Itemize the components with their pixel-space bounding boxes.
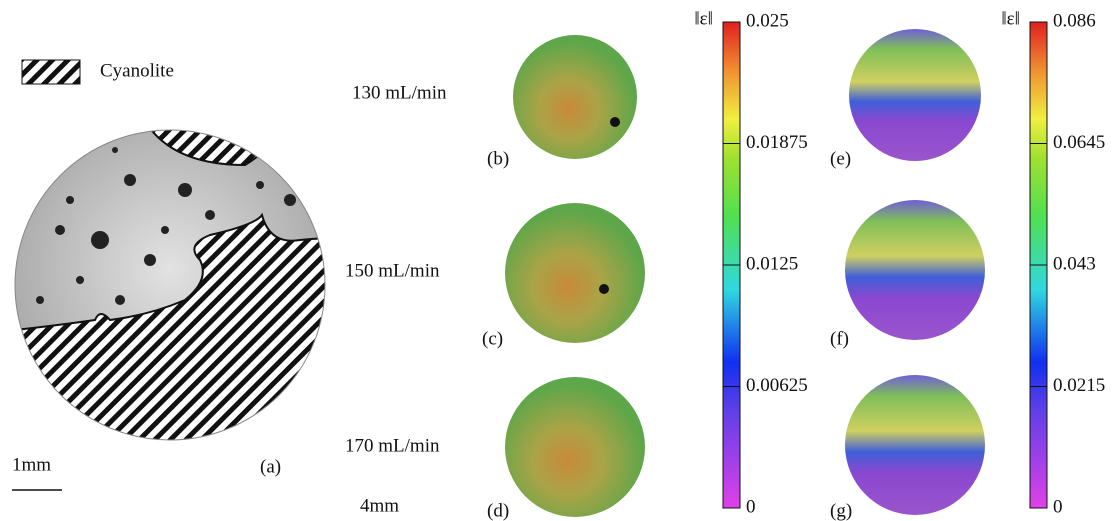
colorbar-tick-label: 0	[746, 496, 756, 517]
strain-map	[505, 377, 645, 517]
colorbar-tick-label: 0.00625	[746, 375, 808, 396]
flow-rate: 150 mL/min	[345, 260, 440, 281]
flow-rate: 170 mL/min	[345, 435, 440, 456]
panel-label: (b)	[487, 148, 509, 169]
spot	[610, 117, 620, 127]
panel-label: (f)	[830, 328, 849, 349]
scale-note: 4mm	[360, 495, 399, 516]
sample-image	[15, 130, 325, 440]
legend-swatch	[21, 59, 81, 85]
colorbar-tick-label: 0.01875	[746, 132, 808, 153]
colorbar-tick-label: 0.0645	[1053, 132, 1105, 153]
colorbar-label: ‖ε‖	[694, 8, 713, 29]
colorbar-tick-label: 0	[1053, 496, 1063, 517]
strain-map	[505, 203, 645, 343]
colorbar-tick-label: 0.086	[1053, 10, 1096, 31]
colorbar-tick-label: 0.025	[746, 10, 789, 31]
colorbar-tick-label: 0.0125	[746, 253, 798, 274]
panel-label: (c)	[482, 328, 503, 349]
panel-label: (d)	[487, 500, 509, 521]
scale-bar-label: 1mm	[12, 454, 51, 475]
strain-map	[845, 200, 985, 340]
colorbar-label: ‖ε‖	[1001, 8, 1020, 29]
panel-label: (e)	[830, 148, 851, 169]
colorbar-tick-label: 0.0215	[1053, 375, 1105, 396]
colorbar-tick-label: 0.043	[1053, 253, 1096, 274]
panel-label: (g)	[830, 500, 852, 521]
strain-map	[845, 375, 985, 515]
legend-label: Cyanolite	[100, 60, 174, 81]
strain-map	[513, 35, 637, 159]
strain-map	[849, 29, 981, 161]
spot	[599, 284, 609, 294]
flow-rate: 130 mL/min	[352, 82, 447, 103]
panel-label: (a)	[260, 456, 281, 477]
